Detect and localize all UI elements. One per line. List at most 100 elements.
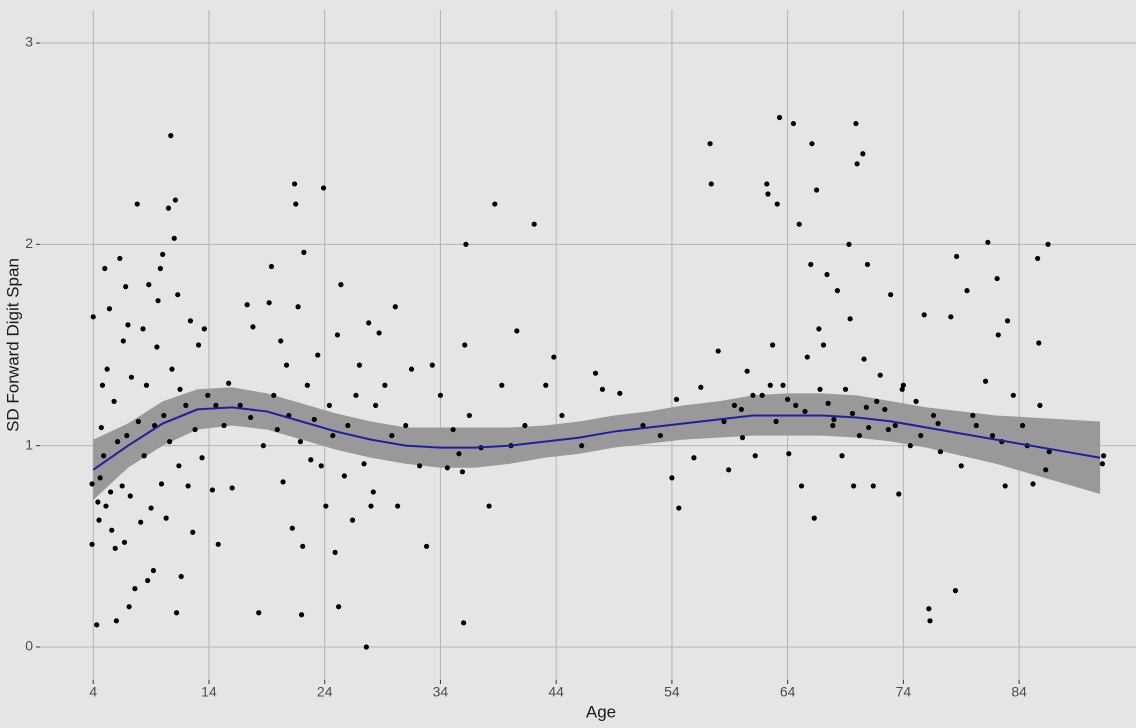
point xyxy=(551,354,557,360)
point xyxy=(731,402,738,408)
point xyxy=(117,255,123,262)
point xyxy=(952,588,959,594)
point xyxy=(107,489,114,495)
point xyxy=(293,201,299,207)
point xyxy=(1010,392,1016,398)
point xyxy=(798,483,805,489)
point xyxy=(994,275,1000,282)
point xyxy=(866,424,872,431)
point xyxy=(192,426,198,433)
point xyxy=(1043,467,1049,473)
x-tick-label: 4 xyxy=(89,684,97,700)
point xyxy=(297,439,304,445)
point xyxy=(459,469,466,475)
x-tick-label: 34 xyxy=(433,684,449,700)
point xyxy=(301,249,307,255)
point xyxy=(250,324,256,330)
point xyxy=(882,406,888,413)
point xyxy=(376,330,382,336)
point xyxy=(765,191,771,197)
y-tick-label: 1 xyxy=(25,436,33,452)
point xyxy=(148,505,154,511)
point xyxy=(289,525,295,531)
point xyxy=(120,338,126,344)
point xyxy=(888,292,894,298)
point xyxy=(676,505,682,511)
point xyxy=(126,604,132,610)
point xyxy=(163,515,169,521)
point xyxy=(948,314,954,320)
point xyxy=(278,338,284,344)
point xyxy=(437,392,444,398)
point xyxy=(154,344,160,350)
point xyxy=(691,455,697,461)
point xyxy=(155,298,161,304)
point xyxy=(89,481,95,487)
point xyxy=(804,354,810,360)
point xyxy=(98,424,104,431)
point xyxy=(417,463,423,469)
point xyxy=(793,402,799,408)
point xyxy=(592,370,599,376)
point xyxy=(334,332,341,338)
point xyxy=(175,292,181,298)
point xyxy=(462,342,468,348)
point xyxy=(900,382,906,388)
point xyxy=(295,304,301,310)
point xyxy=(531,221,537,227)
point xyxy=(824,271,830,278)
point xyxy=(368,503,374,509)
point xyxy=(937,449,944,455)
point xyxy=(831,416,837,423)
point xyxy=(221,422,227,429)
point xyxy=(1037,402,1043,408)
point xyxy=(861,356,867,362)
point xyxy=(195,342,202,348)
point xyxy=(345,422,351,429)
point xyxy=(853,120,859,127)
x-tick-label: 44 xyxy=(548,684,564,700)
point xyxy=(353,392,359,398)
point xyxy=(830,422,836,429)
point xyxy=(94,622,100,628)
point xyxy=(356,362,363,368)
point xyxy=(808,261,814,268)
point xyxy=(171,235,177,241)
point xyxy=(158,481,165,487)
point xyxy=(363,644,369,650)
point xyxy=(173,610,180,616)
point xyxy=(739,435,746,441)
point xyxy=(750,392,756,398)
point xyxy=(215,541,221,547)
point xyxy=(617,390,623,396)
point xyxy=(104,366,110,372)
point xyxy=(773,418,779,425)
point xyxy=(389,432,395,439)
point xyxy=(292,181,298,187)
point xyxy=(764,181,770,187)
x-axis-title: Age xyxy=(586,702,616,721)
point xyxy=(970,412,976,419)
point xyxy=(657,432,663,439)
point xyxy=(599,386,606,392)
point xyxy=(123,284,129,290)
point xyxy=(335,604,342,610)
y-tick-label: 2 xyxy=(25,235,33,251)
point xyxy=(854,161,860,167)
point xyxy=(579,443,585,449)
point xyxy=(726,467,732,473)
point xyxy=(785,396,791,402)
point xyxy=(892,422,898,429)
x-tick-label: 84 xyxy=(1011,684,1027,700)
point xyxy=(266,300,272,306)
point xyxy=(201,326,207,332)
point xyxy=(847,316,853,322)
point xyxy=(320,185,327,191)
point xyxy=(913,398,919,404)
point xyxy=(187,318,194,324)
point xyxy=(721,418,727,425)
y-tick-label: 3 xyxy=(25,34,33,50)
point xyxy=(460,620,467,626)
point xyxy=(1035,255,1041,262)
